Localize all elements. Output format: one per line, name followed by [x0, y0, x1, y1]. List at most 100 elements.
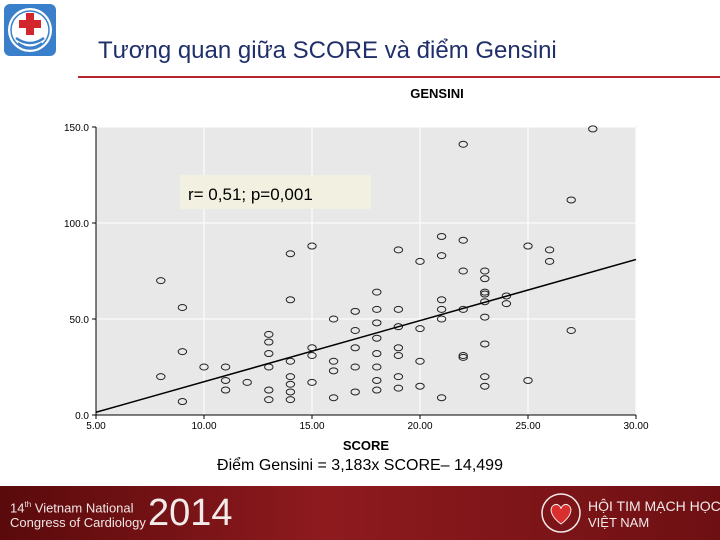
data-point [393, 373, 404, 381]
data-point [328, 357, 339, 365]
data-point [328, 315, 339, 323]
data-point [480, 288, 490, 296]
data-point [350, 363, 360, 371]
data-point [242, 378, 252, 386]
data-point [523, 242, 533, 250]
data-point [523, 376, 533, 384]
y-axis-title: GENSINI [410, 86, 463, 101]
data-point [458, 267, 468, 275]
association-logo [4, 4, 56, 56]
data-point [156, 373, 166, 381]
data-point [501, 292, 512, 300]
data-point [285, 250, 296, 258]
correlation-annotation: r= 0,51; p=0,001 [188, 185, 313, 204]
data-point [436, 232, 447, 240]
data-point [393, 384, 404, 392]
data-point [393, 351, 404, 359]
footer-banner: 14th Vietnam National Congress of Cardio… [0, 486, 720, 540]
y-tick-label: 50.0 [70, 315, 90, 326]
y-tick-label: 100.0 [64, 219, 89, 230]
data-point [177, 348, 188, 356]
data-point [199, 363, 209, 371]
data-point [415, 325, 425, 333]
data-point [264, 396, 274, 404]
data-point [480, 340, 490, 348]
data-point [436, 305, 447, 313]
data-point [350, 344, 360, 352]
data-point [350, 307, 360, 315]
data-point [372, 376, 382, 384]
data-point [307, 378, 317, 386]
congress-year: 2014 [148, 492, 233, 534]
data-point [566, 196, 576, 204]
data-point [480, 275, 490, 283]
data-point [458, 140, 468, 148]
data-point [220, 363, 231, 371]
data-point [350, 388, 360, 396]
data-point [393, 344, 404, 352]
data-point [436, 252, 447, 260]
data-point [436, 296, 447, 304]
data-point [480, 313, 490, 321]
data-point [588, 125, 598, 133]
data-point [436, 315, 447, 323]
data-point [458, 353, 468, 361]
data-point [372, 334, 382, 342]
data-point [372, 350, 382, 358]
x-tick-label: 15.00 [299, 421, 324, 432]
data-point [264, 350, 274, 358]
data-point [177, 398, 188, 406]
data-point [415, 382, 425, 390]
data-point [566, 327, 576, 335]
data-point [372, 319, 382, 327]
data-point [328, 394, 339, 402]
plot-area [95, 126, 637, 416]
data-point [285, 357, 296, 365]
data-point [285, 373, 296, 381]
association-name-line1: HỘI TIM MẠCH HỌC [588, 498, 720, 514]
data-point [480, 373, 490, 381]
data-point [328, 367, 339, 375]
x-tick-label: 20.00 [407, 421, 432, 432]
data-point [393, 246, 404, 254]
data-point [285, 396, 296, 404]
congress-name-line2: Congress of Cardiology [10, 515, 146, 530]
data-point [458, 236, 468, 244]
regression-equation: Điểm Gensini = 3,183x SCORE– 14,499 [217, 457, 503, 474]
data-point [285, 380, 296, 388]
data-point [458, 351, 468, 359]
data-point [264, 330, 274, 338]
data-point [501, 300, 512, 308]
regression-line [95, 258, 637, 414]
data-point [372, 386, 382, 394]
data-point [350, 327, 360, 335]
scatter-chart: GENSINI 5.00 10.00 15.00 20.00 25.00 30.00 0.0… [64, 86, 649, 453]
data-point [220, 376, 231, 384]
data-point [393, 305, 404, 313]
x-tick-label: 5.00 [86, 421, 106, 432]
heart-association-icon [541, 493, 581, 533]
data-point [307, 242, 317, 250]
annotation-box [180, 175, 371, 209]
data-point [372, 363, 382, 371]
y-tick-label: 0.0 [75, 411, 89, 422]
data-point [480, 290, 490, 298]
data-point [372, 288, 382, 296]
data-point [177, 303, 188, 311]
x-tick-label: 10.00 [191, 421, 216, 432]
data-point [480, 267, 490, 275]
data-point [156, 277, 166, 285]
association-name-line2: VIỆT NAM [588, 515, 650, 530]
x-tick-label: 25.00 [515, 421, 540, 432]
y-tick-label: 150.0 [64, 123, 89, 134]
data-point [415, 357, 425, 365]
slide-title: Tương quan giữa SCORE và điểm Gensini [98, 37, 557, 64]
data-point [220, 386, 231, 394]
x-axis-title: SCORE [343, 438, 390, 453]
data-point [372, 305, 382, 313]
data-point [436, 394, 447, 402]
x-tick-label: 30.00 [623, 421, 648, 432]
data-point [544, 257, 555, 265]
data-point [264, 338, 274, 346]
congress-name-line1: 14th Vietnam National [10, 500, 134, 516]
